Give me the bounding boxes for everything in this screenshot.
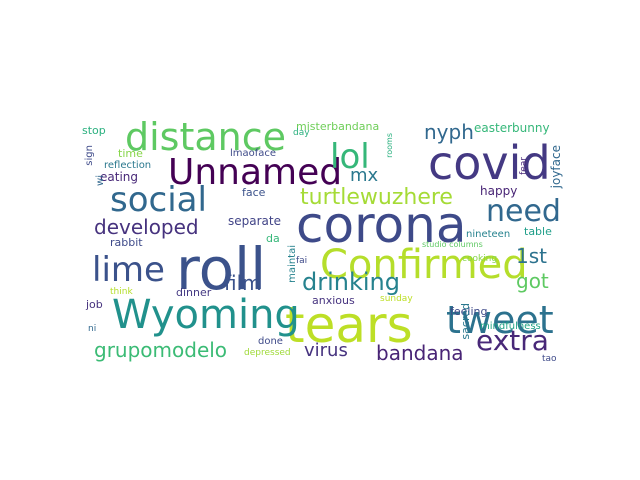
word: lmaoface: [230, 148, 277, 159]
word: tweet: [446, 298, 554, 342]
word: fai: [296, 256, 308, 266]
word: da: [266, 232, 280, 245]
word: eating: [100, 170, 138, 184]
word: got: [516, 269, 549, 293]
word-cloud: roll corona covid tears distance Unnamed…: [80, 115, 570, 370]
word: virus: [304, 340, 348, 361]
word: cooking: [462, 254, 498, 264]
word: Wyoming: [112, 292, 300, 338]
word: drinking: [302, 268, 400, 296]
word: sign: [84, 145, 95, 166]
word: bandana: [376, 341, 464, 365]
word: grupomodelo: [94, 338, 228, 362]
word: misterbandana: [296, 120, 380, 133]
word: face: [242, 186, 266, 199]
word: time: [118, 147, 143, 160]
word: tears: [285, 296, 413, 354]
word: tao: [542, 354, 557, 364]
word: depressed: [244, 348, 291, 358]
word: think: [110, 287, 133, 297]
word: rabbit: [110, 236, 143, 249]
word: joyface: [549, 145, 563, 189]
word: reflection: [104, 160, 152, 171]
word: corona: [296, 196, 467, 254]
word: Confirmed: [320, 242, 528, 288]
word: rooms: [385, 133, 394, 158]
word: distance: [125, 115, 287, 159]
word: studio columns: [422, 240, 483, 249]
word: wi: [95, 175, 106, 186]
word: sunday: [380, 294, 413, 304]
word: feeling: [450, 305, 488, 318]
word: 1st: [516, 244, 547, 268]
word: extra: [476, 324, 549, 357]
word: ni: [88, 324, 97, 334]
word: done: [258, 336, 283, 347]
word: fear: [519, 157, 529, 175]
word: mx: [350, 165, 379, 186]
word: table: [524, 225, 552, 238]
word: covid: [428, 136, 551, 190]
word: need: [486, 194, 561, 229]
word: turtlewuzhere: [300, 185, 453, 210]
word: maintai: [287, 245, 298, 283]
word: social: [110, 180, 207, 220]
word: day: [293, 128, 310, 138]
word: film: [224, 271, 262, 295]
word: nyph: [424, 120, 474, 144]
word: job: [86, 298, 103, 311]
word: happy: [480, 184, 518, 198]
word: sacred: [459, 303, 472, 340]
word: nineteen: [466, 229, 511, 240]
word: Unnamed: [168, 152, 343, 193]
word: developed: [94, 215, 199, 239]
word: roll: [176, 235, 267, 303]
word: mindfulness: [480, 321, 541, 332]
word: lime: [92, 250, 165, 290]
word: stop: [82, 124, 106, 137]
word: lol: [330, 137, 370, 177]
word: dinner: [176, 286, 212, 299]
word: separate: [228, 214, 281, 228]
word: anxious: [312, 294, 355, 307]
word: easterbunny: [474, 121, 550, 135]
